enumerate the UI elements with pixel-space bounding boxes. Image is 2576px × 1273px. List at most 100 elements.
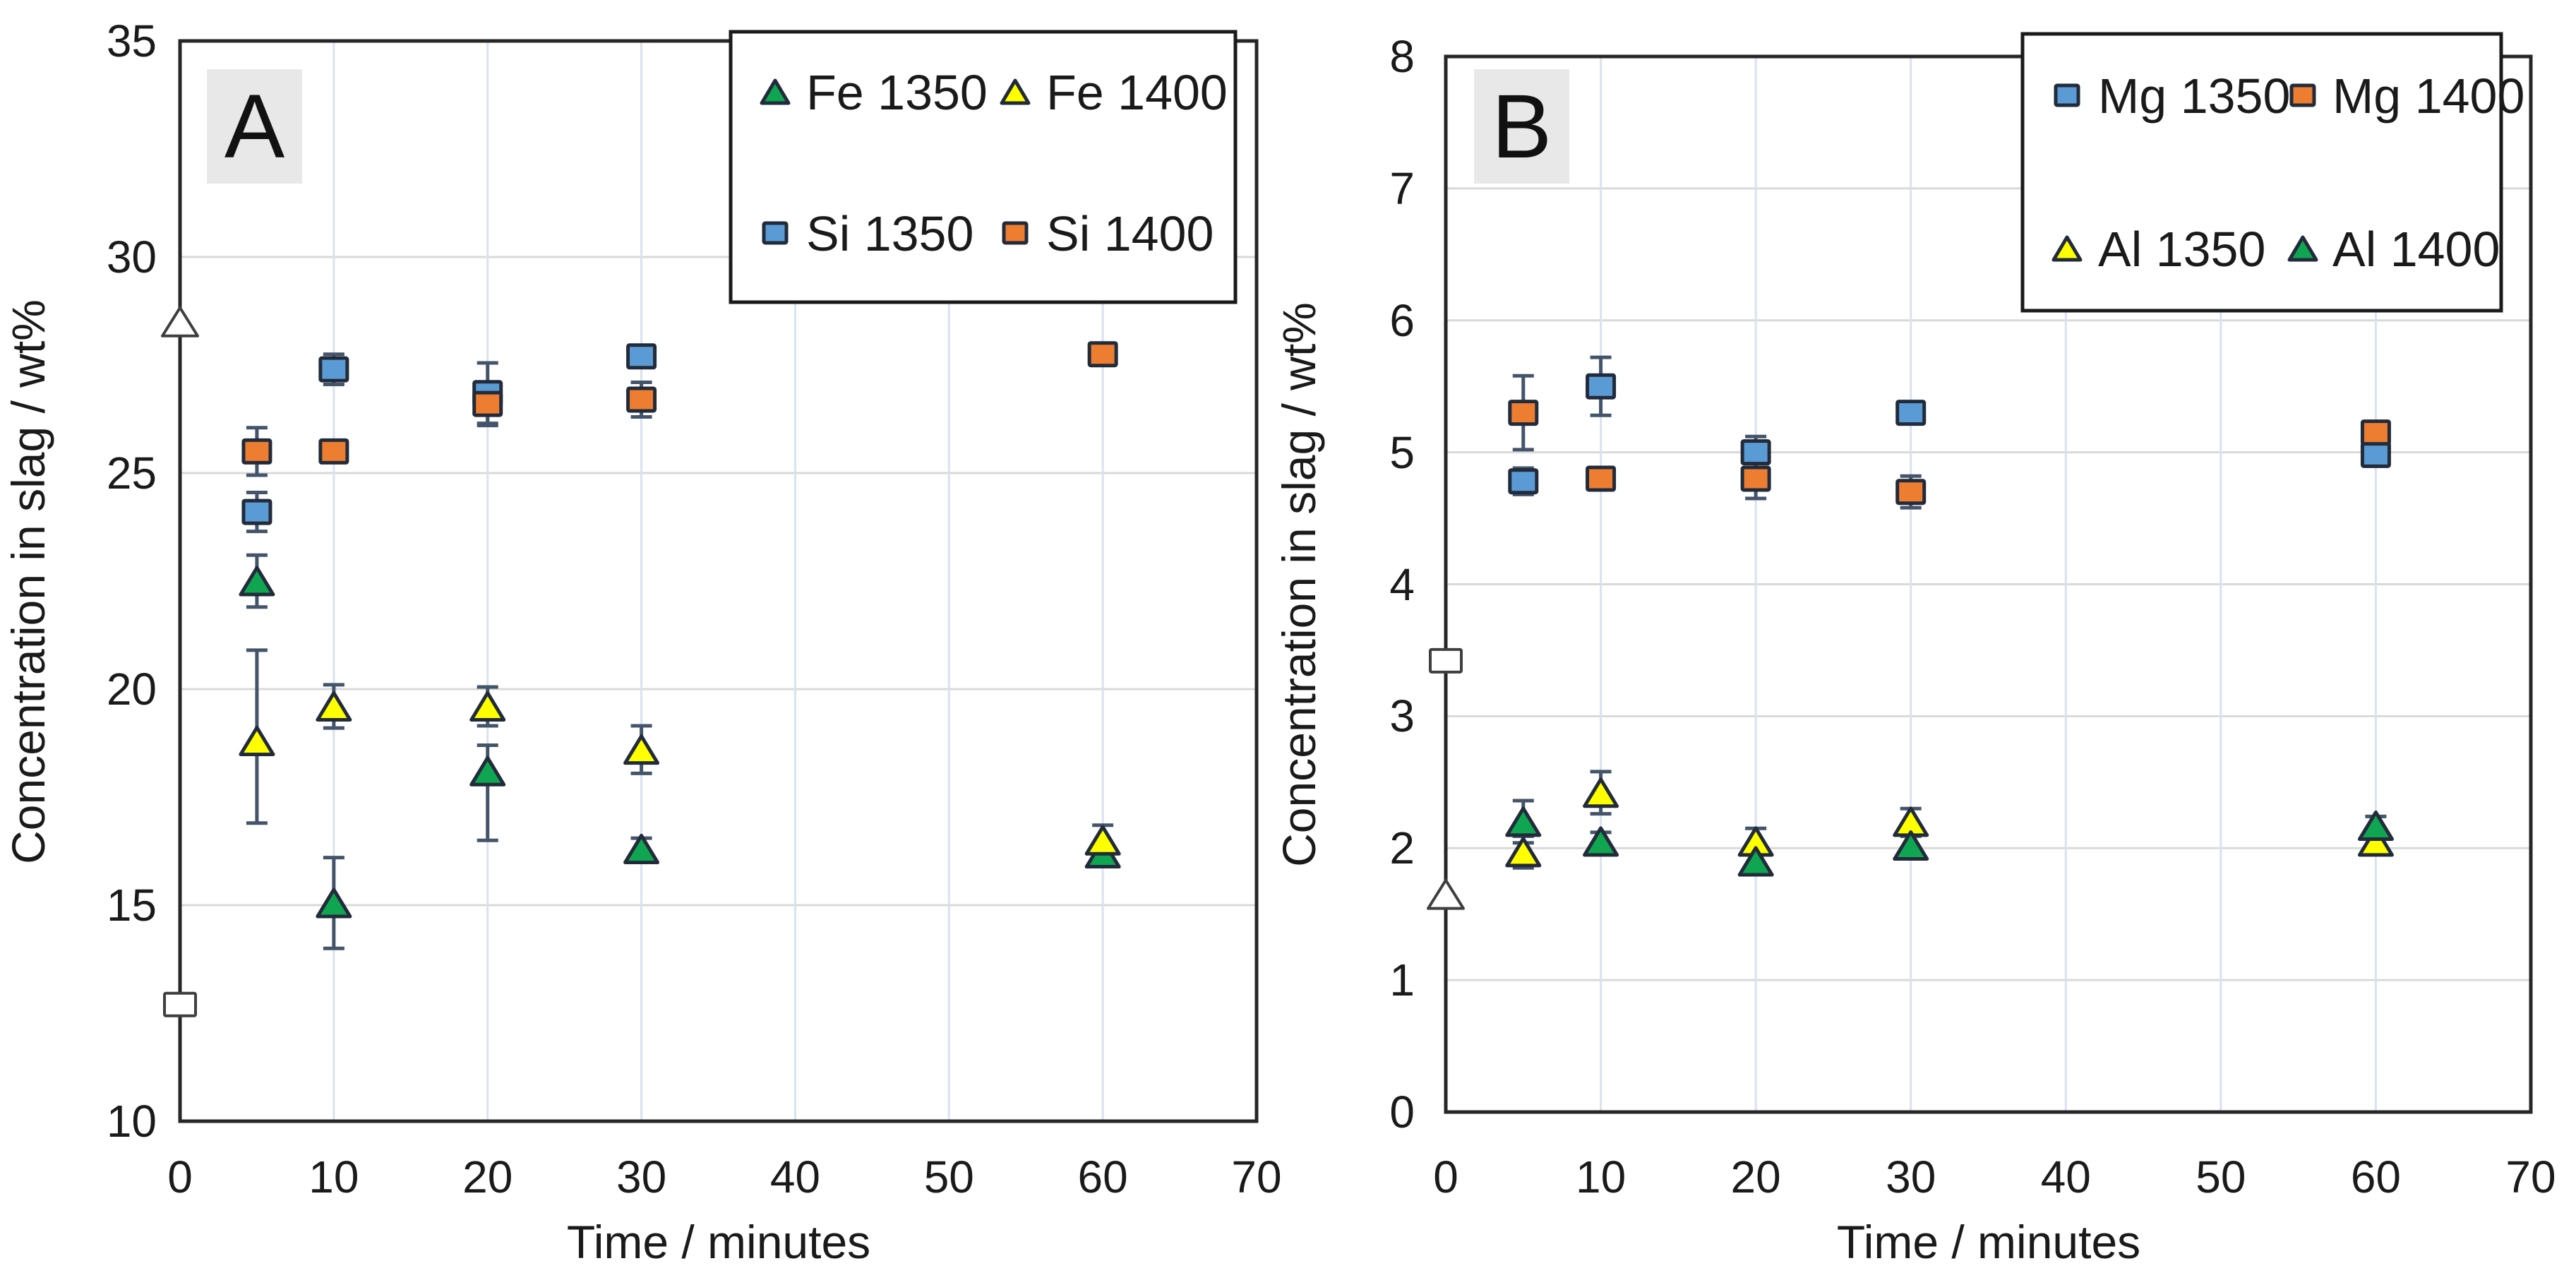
x-tick-label: 30 (616, 1152, 667, 1202)
data-point-marker-si-1350 (241, 498, 272, 525)
x-tick-label: 0 (1433, 1152, 1458, 1202)
data-point-marker-mg-1400 (2360, 419, 2391, 446)
data-point-marker-fe-1400 (239, 725, 275, 756)
legend-marker-al-1350 (2051, 235, 2083, 262)
x-tick-label: 40 (2040, 1152, 2091, 1202)
data-point-marker-al-1400 (2357, 810, 2394, 841)
y-tick-label: 5 (1389, 426, 1415, 478)
x-tick-label: 10 (308, 1152, 359, 1202)
y-tick-label: 20 (106, 664, 157, 715)
y-tick-label: 8 (1389, 31, 1415, 82)
data-point-marker-mg-1400 (1895, 479, 1927, 506)
data-point-marker-al-1400 (1505, 806, 1542, 837)
open-square-marker (1429, 647, 1463, 674)
data-point-marker-si-1400 (318, 438, 349, 465)
legend-item-si-1350: Si 1350 (806, 206, 974, 261)
y-tick-label: 10 (106, 1096, 157, 1147)
y-tick-label: 1 (1389, 955, 1415, 1006)
data-point-marker-mg-1350 (2360, 441, 2391, 468)
x-tick-label: 70 (2505, 1152, 2556, 1202)
data-point-marker-si-1350 (626, 343, 657, 370)
legend-box (729, 30, 1238, 304)
open-triangle-marker (1427, 878, 1465, 910)
y-tick-label: 15 (106, 880, 157, 931)
open-square-marker (163, 991, 197, 1017)
y-tick-label: 0 (1389, 1087, 1415, 1137)
data-point-marker-fe-1400 (316, 691, 352, 722)
x-tick-label: 70 (1231, 1152, 1282, 1202)
legend-marker-mg-1350 (2054, 83, 2080, 107)
panel-a-plot (161, 30, 1259, 1123)
data-point-marker-si-1400 (626, 386, 657, 413)
x-tick-label: 20 (462, 1152, 513, 1202)
data-point-marker-fe-1350 (239, 566, 275, 597)
data-point-marker-mg-1350 (1740, 439, 1771, 466)
data-point-marker-al-1400 (1583, 826, 1619, 857)
x-tick-label: 20 (1730, 1152, 1781, 1202)
data-point-marker-fe-1400 (469, 691, 506, 722)
data-point-marker-fe-1350 (469, 755, 506, 787)
legend-item-al-1350: Al 1350 (2098, 222, 2266, 277)
x-tick-label: 30 (1886, 1152, 1936, 1202)
panel-a-x-axis-title: Time / minutes (566, 1216, 871, 1268)
plot-border (1444, 54, 2533, 1114)
y-tick-label: 7 (1389, 162, 1415, 214)
legend-item-mg-1400: Mg 1400 (2332, 68, 2525, 124)
data-point-marker-fe-1400 (1084, 825, 1121, 856)
legend-item-al-1400: Al 1400 (2332, 222, 2500, 277)
legend-item-mg-1350: Mg 1350 (2098, 68, 2291, 124)
data-point-marker-al-1350 (1583, 777, 1619, 808)
data-point-marker-si-1350 (318, 356, 349, 383)
panel-a-y-axis-title: Concentration in slag / wt% (2, 299, 54, 864)
y-tick-label: 35 (106, 16, 157, 66)
y-tick-label: 30 (106, 232, 157, 282)
legend-marker-fe-1400 (1000, 78, 1031, 105)
data-point-marker-mg-1350 (1895, 400, 1927, 426)
x-tick-label: 50 (923, 1152, 974, 1202)
y-tick-label: 4 (1389, 558, 1415, 610)
data-point-marker-fe-1350 (316, 887, 352, 919)
x-tick-label: 0 (167, 1152, 193, 1202)
data-point-marker-fe-1400 (623, 734, 660, 765)
panel-b-x-axis-title: Time / minutes (1836, 1216, 2141, 1268)
data-point-marker-al-1400 (1893, 830, 1929, 861)
legend-marker-si-1400 (1002, 221, 1029, 245)
legend-box (2020, 32, 2503, 313)
y-tick-label: 6 (1389, 294, 1415, 346)
open-triangle-marker (161, 306, 199, 337)
data-point-marker-fe-1350 (623, 833, 660, 864)
panel-b-label-box: B (1474, 69, 1569, 184)
data-point-marker-al-1400 (1737, 846, 1774, 877)
x-tick-label: 10 (1575, 1152, 1627, 1202)
data-point-marker-mg-1350 (1508, 468, 1539, 495)
data-point-marker-mg-1400 (1508, 400, 1539, 426)
data-point-marker-al-1350 (2357, 826, 2394, 857)
legend-marker-si-1350 (762, 221, 789, 245)
legend-marker-fe-1350 (760, 78, 791, 105)
panel-b-label: B (1491, 76, 1552, 177)
y-tick-label: 25 (106, 448, 157, 498)
legend-marker-mg-1400 (2289, 83, 2316, 107)
legend-item-si-1400: Si 1400 (1046, 206, 1214, 261)
data-point-marker-mg-1400 (1586, 465, 1617, 492)
panel-a-label-box: A (207, 69, 302, 184)
data-point-marker-si-1400 (472, 390, 503, 417)
legend-item-fe-1400: Fe 1400 (1046, 65, 1228, 120)
panel-a-label: A (224, 76, 285, 177)
y-tick-label: 3 (1389, 691, 1415, 742)
legend-item-fe-1350: Fe 1350 (806, 65, 988, 120)
plot-border (178, 39, 1259, 1123)
data-point-marker-si-1400 (241, 438, 272, 465)
data-point-marker-mg-1350 (1586, 373, 1617, 400)
x-tick-label: 60 (2350, 1152, 2402, 1202)
data-point-marker-al-1350 (1505, 837, 1542, 868)
legend-marker-al-1400 (2287, 235, 2318, 262)
x-tick-label: 60 (1077, 1152, 1128, 1202)
y-tick-label: 2 (1389, 823, 1415, 874)
x-tick-label: 40 (769, 1152, 821, 1202)
data-point-marker-mg-1400 (1740, 465, 1771, 492)
x-tick-label: 50 (2195, 1152, 2246, 1202)
panel-b-plot (1427, 32, 2533, 1114)
